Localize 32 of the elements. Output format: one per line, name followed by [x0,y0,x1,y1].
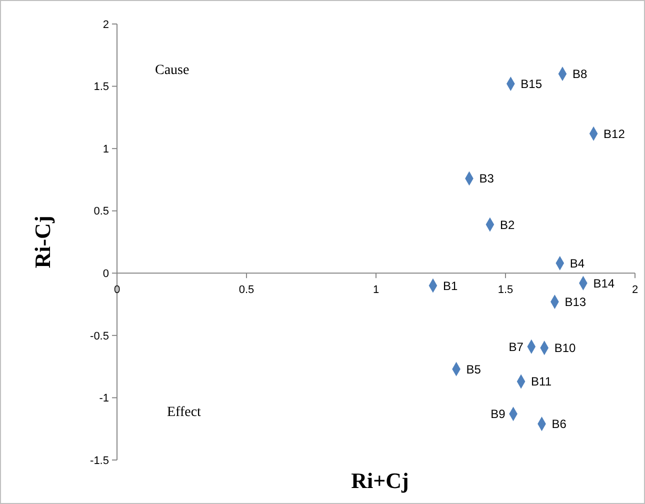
y-tick-label: -1.5 [90,454,109,467]
x-tick-label: 1.5 [498,284,514,296]
annotation: B14 [593,276,615,290]
y-tick-label: 1.5 [94,81,109,94]
annotation: B10 [554,341,576,356]
x-axis-title: Ri+Cj [351,468,409,493]
y-tick-label: 0.5 [94,206,109,218]
annotation: B3 [479,172,494,186]
annotation: B8 [572,67,588,82]
x-tick-label: 2 [632,284,638,296]
x-tick-label: 0 [114,284,120,296]
annotation: B12 [604,126,626,141]
annotation: B6 [552,417,567,432]
annotation: B11 [531,374,552,389]
y-tick-label: -0.5 [90,330,109,342]
annotation: Effect [167,405,202,420]
x-tick-label: 1 [372,284,380,296]
y-tick-label: -1 [99,392,109,405]
annotation: Cause [155,63,190,78]
annotation: B15 [520,76,542,91]
annotation: B1 [442,278,458,293]
annotation: B2 [500,218,515,232]
annotation: B5 [466,362,482,376]
annotation: B13 [564,294,586,309]
annotation: B7 [508,340,524,354]
y-axis-title: Ri-Cj [30,216,55,268]
y-tick-label: 0 [102,268,109,280]
y-tick-label: 2 [102,18,109,31]
y-tick-label: 1 [102,143,109,156]
annotation: B4 [570,256,585,270]
x-tick-label: 0.5 [238,284,254,296]
annotation: B9 [490,407,506,422]
